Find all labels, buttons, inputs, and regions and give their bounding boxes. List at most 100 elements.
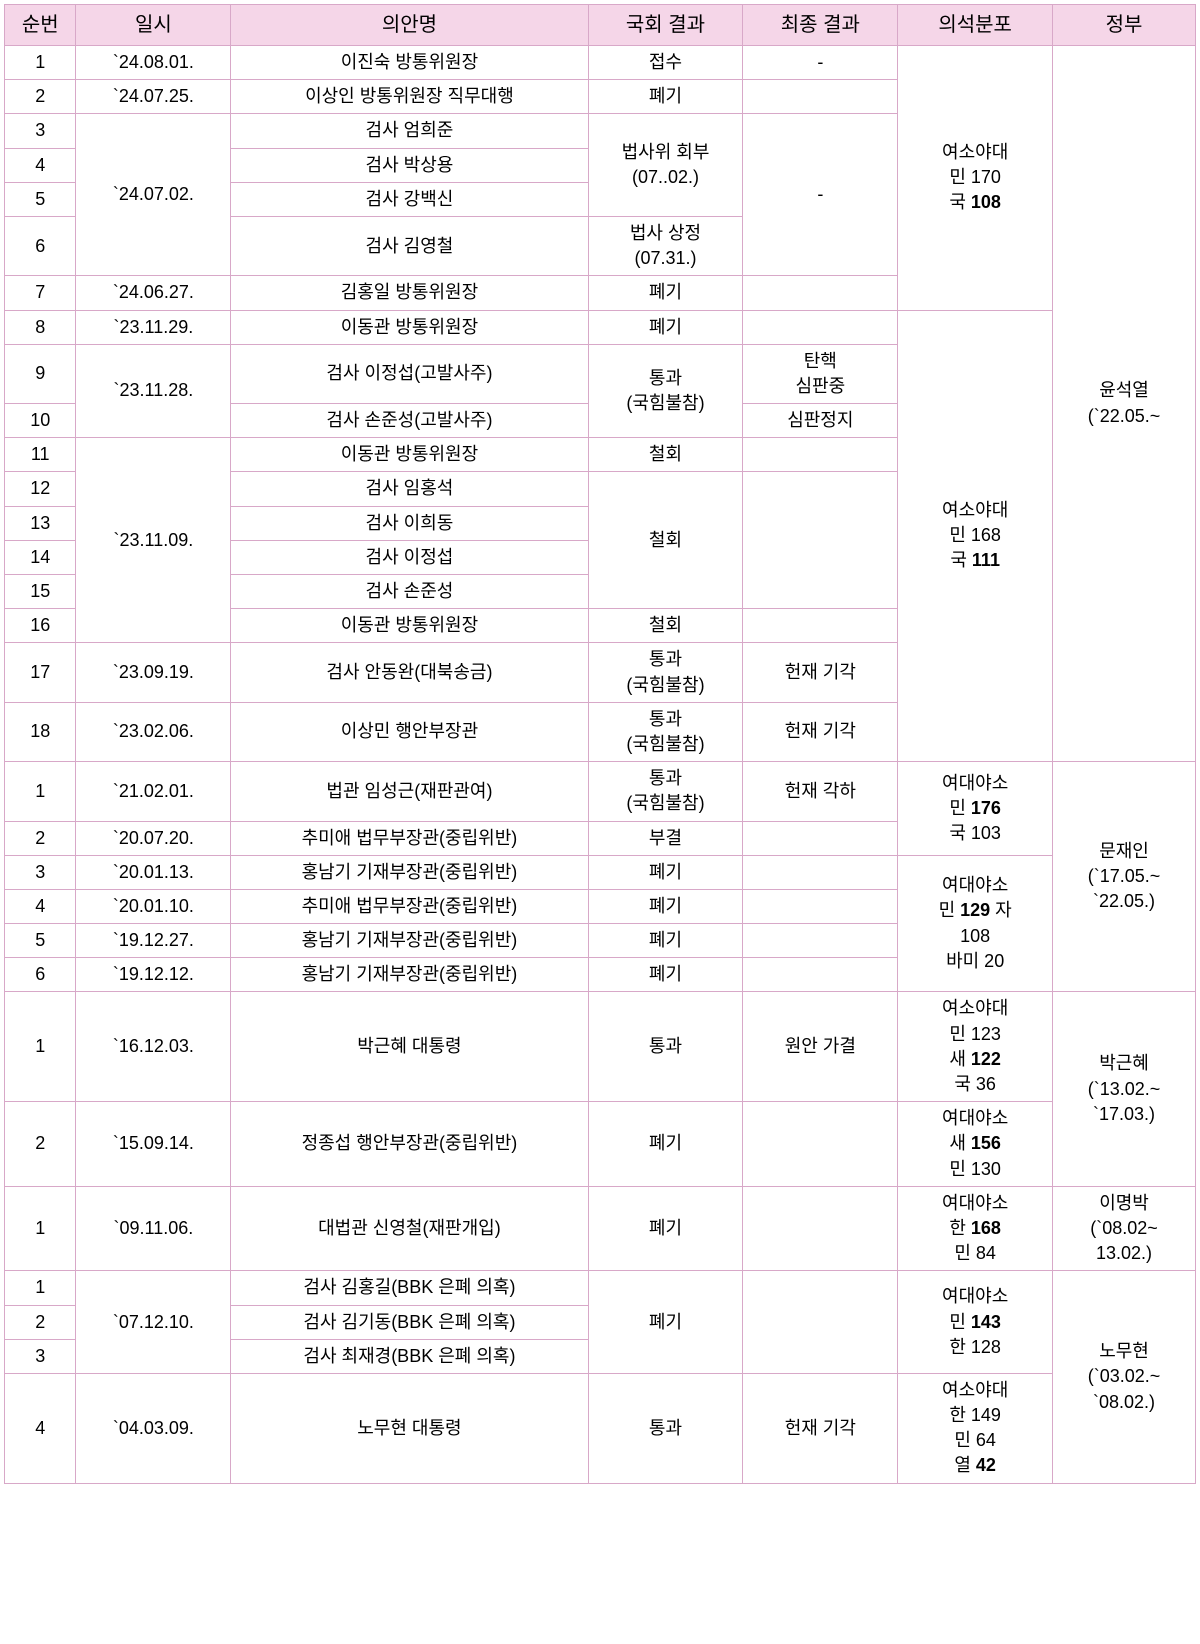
cell: 홍남기 기재부장관(중립위반) bbox=[231, 855, 588, 889]
cell: 11 bbox=[5, 438, 76, 472]
cell: 5 bbox=[5, 182, 76, 216]
cell: 14 bbox=[5, 540, 76, 574]
cell: 이상민 행안부장관 bbox=[231, 702, 588, 761]
cell: 여대야소민 176국 103 bbox=[898, 762, 1053, 856]
cell: 법관 임성근(재판관여) bbox=[231, 762, 588, 821]
cell: 박근혜 (`13.02.~ `17.03.) bbox=[1053, 992, 1196, 1186]
cell: 이동관 방통위원장 bbox=[231, 438, 588, 472]
cell: `15.09.14. bbox=[76, 1102, 231, 1187]
cell: `24.06.27. bbox=[76, 276, 231, 310]
cell bbox=[743, 889, 898, 923]
cell: 1 bbox=[5, 1271, 76, 1305]
cell: `19.12.27. bbox=[76, 924, 231, 958]
cell bbox=[743, 609, 898, 643]
cell: 검사 이희동 bbox=[231, 506, 588, 540]
cell bbox=[743, 1102, 898, 1187]
cell: 3 bbox=[5, 1339, 76, 1373]
cell: 18 bbox=[5, 702, 76, 761]
header-result1: 국회 결과 bbox=[588, 5, 743, 46]
cell: `24.07.02. bbox=[76, 114, 231, 276]
cell: 6 bbox=[5, 958, 76, 992]
cell: 법사위 회부 (07..02.) bbox=[588, 114, 743, 217]
cell: 추미애 법무부장관(중립위반) bbox=[231, 821, 588, 855]
cell: 2 bbox=[5, 80, 76, 114]
cell: 폐기 bbox=[588, 276, 743, 310]
cell bbox=[743, 80, 898, 114]
cell: 폐기 bbox=[588, 80, 743, 114]
cell: - bbox=[743, 114, 898, 276]
cell: `20.07.20. bbox=[76, 821, 231, 855]
cell: 검사 김영철 bbox=[231, 216, 588, 275]
cell: 1 bbox=[5, 1186, 76, 1271]
cell: 추미애 법무부장관(중립위반) bbox=[231, 889, 588, 923]
cell: `21.02.01. bbox=[76, 762, 231, 821]
cell: 통과 (국힘불참) bbox=[588, 702, 743, 761]
cell: 이동관 방통위원장 bbox=[231, 310, 588, 344]
cell: 폐기 bbox=[588, 958, 743, 992]
header-gov: 정부 bbox=[1053, 5, 1196, 46]
cell bbox=[743, 855, 898, 889]
cell: 여소야대민 123새 122국 36 bbox=[898, 992, 1053, 1102]
cell: 4 bbox=[5, 148, 76, 182]
cell: `19.12.12. bbox=[76, 958, 231, 992]
cell: 윤석열 (`22.05.~ bbox=[1053, 46, 1196, 762]
cell: 통과 bbox=[588, 992, 743, 1102]
cell: 검사 엄희준 bbox=[231, 114, 588, 148]
cell: `20.01.10. bbox=[76, 889, 231, 923]
cell: 4 bbox=[5, 1373, 76, 1483]
cell: 2 bbox=[5, 821, 76, 855]
cell: 노무현 (`03.02.~ `08.02.) bbox=[1053, 1271, 1196, 1483]
cell: 부결 bbox=[588, 821, 743, 855]
cell: 여대야소민 129 자108바미 20 bbox=[898, 855, 1053, 992]
cell: 탄핵 심판중 bbox=[743, 344, 898, 403]
cell: `20.01.13. bbox=[76, 855, 231, 889]
cell: 정종섭 행안부장관(중립위반) bbox=[231, 1102, 588, 1187]
cell: 6 bbox=[5, 216, 76, 275]
cell: 검사 안동완(대북송금) bbox=[231, 643, 588, 702]
cell: 통과 bbox=[588, 1373, 743, 1483]
cell: `23.09.19. bbox=[76, 643, 231, 702]
cell: 헌재 기각 bbox=[743, 1373, 898, 1483]
cell: `16.12.03. bbox=[76, 992, 231, 1102]
cell: 12 bbox=[5, 472, 76, 506]
cell: `04.03.09. bbox=[76, 1373, 231, 1483]
table-body: 1`24.08.01.이진숙 방통위원장접수-여소야대민 170국 108윤석열… bbox=[5, 46, 1196, 1484]
cell: 철회 bbox=[588, 438, 743, 472]
cell bbox=[743, 821, 898, 855]
cell: 박근혜 대통령 bbox=[231, 992, 588, 1102]
cell: 2 bbox=[5, 1102, 76, 1187]
cell: 여대야소한 168민 84 bbox=[898, 1186, 1053, 1271]
cell: 여소야대한 149민 64열 42 bbox=[898, 1373, 1053, 1483]
cell: 심판정지 bbox=[743, 404, 898, 438]
cell: 통과 (국힘불참) bbox=[588, 643, 743, 702]
cell: 이명박 (`08.02~ 13.02.) bbox=[1053, 1186, 1196, 1271]
cell: 폐기 bbox=[588, 1186, 743, 1271]
cell bbox=[743, 958, 898, 992]
cell: 검사 이정섭(고발사주) bbox=[231, 344, 588, 403]
cell: 15 bbox=[5, 575, 76, 609]
cell: 통과 (국힘불참) bbox=[588, 762, 743, 821]
header-row: 순번 일시 의안명 국회 결과 최종 결과 의석분포 정부 bbox=[5, 5, 1196, 46]
impeachment-table: 순번 일시 의안명 국회 결과 최종 결과 의석분포 정부 1`24.08.01… bbox=[4, 4, 1196, 1484]
cell: 여대야소민 143한 128 bbox=[898, 1271, 1053, 1374]
cell: 폐기 bbox=[588, 310, 743, 344]
cell: 홍남기 기재부장관(중립위반) bbox=[231, 958, 588, 992]
cell: 검사 임홍석 bbox=[231, 472, 588, 506]
cell: 검사 이정섭 bbox=[231, 540, 588, 574]
cell: 폐기 bbox=[588, 1102, 743, 1187]
cell: 5 bbox=[5, 924, 76, 958]
cell: 검사 김홍길(BBK 은폐 의혹) bbox=[231, 1271, 588, 1305]
cell: `09.11.06. bbox=[76, 1186, 231, 1271]
cell: 이상인 방통위원장 직무대행 bbox=[231, 80, 588, 114]
cell: 검사 최재경(BBK 은폐 의혹) bbox=[231, 1339, 588, 1373]
cell bbox=[743, 1186, 898, 1271]
cell: 검사 강백신 bbox=[231, 182, 588, 216]
cell: 폐기 bbox=[588, 855, 743, 889]
cell bbox=[743, 310, 898, 344]
header-date: 일시 bbox=[76, 5, 231, 46]
cell: 통과 (국힘불참) bbox=[588, 344, 743, 438]
cell: 13 bbox=[5, 506, 76, 540]
cell: `07.12.10. bbox=[76, 1271, 231, 1374]
cell: 7 bbox=[5, 276, 76, 310]
cell: 17 bbox=[5, 643, 76, 702]
